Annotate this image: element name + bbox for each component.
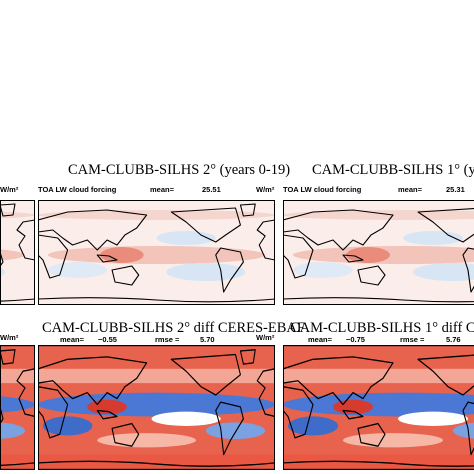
mean-value: 25.51 (202, 185, 221, 194)
unit: W/m² (0, 333, 19, 342)
map (38, 345, 275, 470)
subtitle: TOA LW cloud forcing (38, 185, 117, 194)
map (0, 200, 35, 305)
panel-title: CAM-CLUBB-SILHS 2° (years 0-19) (68, 162, 291, 178)
mean-value: 25.31 (446, 185, 465, 194)
mean-value: −0.75 (346, 335, 365, 344)
panel-title: CAM-CLUBB-SILHS 1° (years (312, 162, 474, 178)
unit: W/m² (256, 185, 275, 194)
map (38, 200, 275, 305)
mean-value: −0.55 (98, 335, 117, 344)
unit: W/m² (0, 185, 19, 194)
mean-label: mean= (398, 185, 422, 194)
mean-label: mean= (308, 335, 332, 344)
rmse-value: 5.70 (200, 335, 215, 344)
map (283, 200, 474, 305)
unit: W/m² (256, 333, 275, 342)
map (0, 345, 35, 470)
mean-label: mean= (60, 335, 84, 344)
panel-title: CAM-CLUBB-SILHS 2° diff CERES-EBAF (42, 320, 305, 336)
rmse-value: 5.76 (446, 335, 461, 344)
rmse-label: rmse = (400, 335, 425, 344)
panel-title: CAM-CLUBB-SILHS 1° diff CERES- (290, 320, 474, 336)
map (283, 345, 474, 470)
mean-label: mean= (150, 185, 174, 194)
rmse-label: rmse = (155, 335, 180, 344)
subtitle: TOA LW cloud forcing (283, 185, 362, 194)
